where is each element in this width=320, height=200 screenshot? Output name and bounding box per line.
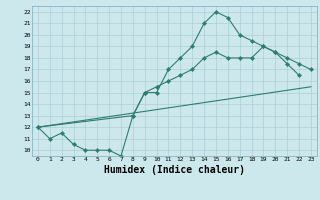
X-axis label: Humidex (Indice chaleur): Humidex (Indice chaleur): [104, 165, 245, 175]
